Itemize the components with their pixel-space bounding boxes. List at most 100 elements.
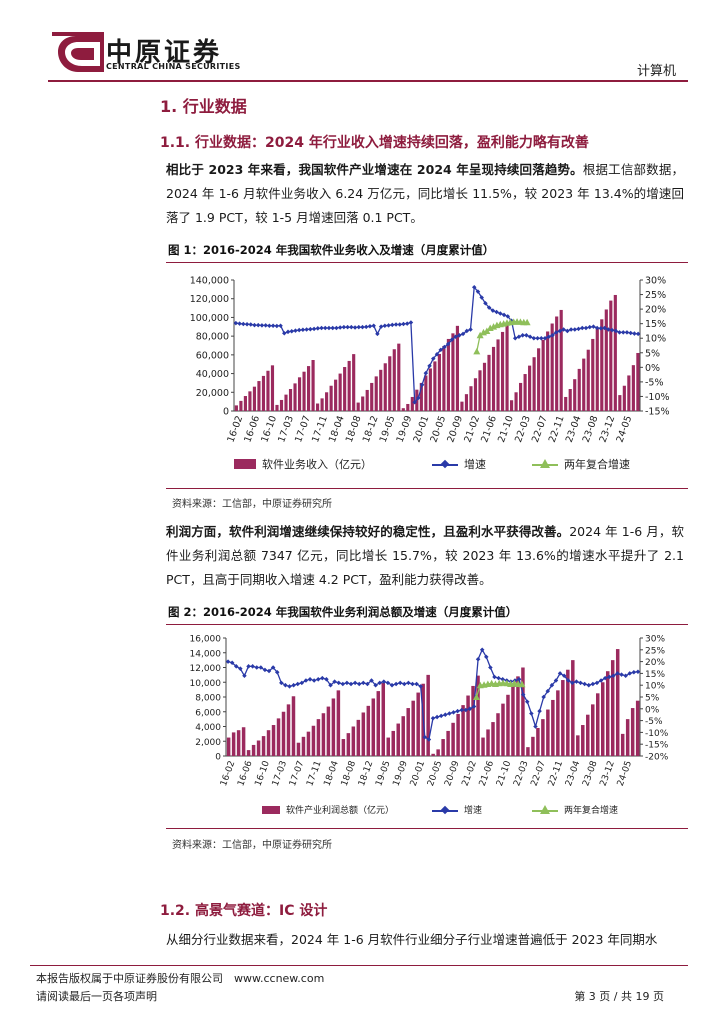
bar: [406, 708, 410, 756]
y-right-tick-label: -10%: [645, 729, 669, 739]
bar: [396, 723, 400, 756]
y-left-tick-label: 10,000: [190, 679, 222, 689]
bar: [301, 736, 306, 756]
subsection-title-ic: 1.2. 高景气赛道：IC 设计: [160, 903, 328, 919]
growth-point: [590, 681, 596, 687]
growth-point: [578, 680, 583, 686]
growth-point: [613, 328, 619, 334]
growth-point: [442, 344, 447, 350]
bar: [561, 680, 565, 756]
bar: [630, 708, 635, 756]
bar: [541, 719, 545, 756]
bar: [546, 709, 550, 756]
growth-point: [406, 680, 411, 686]
y-left-tick-label: 20,000: [196, 388, 229, 399]
growth-point: [336, 680, 341, 686]
bar: [556, 690, 560, 756]
growth-point: [475, 656, 481, 662]
growth-point: [416, 395, 421, 401]
growth-point: [464, 328, 470, 334]
growth-point: [258, 665, 264, 670]
y-right-tick-label: -20%: [645, 753, 669, 763]
growth-point: [270, 323, 276, 328]
y-right-tick-label: -15%: [645, 407, 670, 418]
bar: [631, 365, 635, 411]
growth-point: [632, 331, 637, 336]
y-right-tick-label: 5%: [645, 694, 660, 704]
bar: [411, 700, 415, 756]
bar: [487, 354, 491, 411]
growth-point: [550, 333, 555, 338]
growth-point: [529, 711, 534, 716]
bar: [491, 346, 496, 411]
bar: [321, 713, 326, 756]
bar: [537, 348, 541, 411]
y-right-tick-label: 0%: [645, 363, 660, 374]
x-tick-label: 22-07: [530, 760, 548, 788]
bar: [388, 356, 392, 411]
growth-point: [311, 326, 317, 332]
bar: [416, 692, 420, 756]
growth-point: [371, 323, 376, 328]
bar: [610, 660, 615, 756]
x-tick-label: 17-03: [271, 760, 289, 788]
triangle-line-swatch-icon: [532, 459, 558, 469]
bar: [266, 370, 270, 411]
bar: [334, 379, 338, 411]
growth-point: [598, 326, 604, 331]
growth-point: [520, 692, 526, 697]
bar: [426, 674, 430, 756]
bar: [476, 675, 480, 756]
bar: [341, 739, 346, 756]
y-left-tick-label: 140,000: [190, 276, 229, 287]
growth-point: [244, 321, 250, 327]
paragraph-revenue-body: 根据工信部数据，2024 年 1-6 月软件业务收入 6.24 万亿元，同比增长…: [166, 162, 684, 225]
bar: [609, 300, 613, 411]
diamond-line-swatch-icon: [432, 805, 458, 815]
bar: [501, 703, 505, 756]
bar: [496, 339, 500, 411]
figure2-top-rule: [166, 624, 688, 625]
growth-point: [300, 327, 306, 333]
x-tick-label: 19-09: [392, 759, 410, 787]
bar: [586, 714, 590, 756]
figure1-chart: 0 20,000 40,000 60,000 80,000 100,000 120,000 1…: [166, 266, 688, 482]
bar: [600, 319, 604, 411]
y-right-tick-label: 20%: [645, 305, 666, 316]
x-tick-label: 22-11: [547, 760, 565, 788]
bar: [366, 705, 371, 756]
bar: [293, 383, 297, 411]
bar: [604, 309, 608, 411]
figure2-legend-line: 增速: [432, 803, 482, 816]
y-left-tick-label: 100,000: [190, 313, 229, 324]
growth-point: [250, 664, 255, 669]
figure2-source: 资料来源：工信部，中原证券研究所: [172, 840, 332, 851]
bar: [316, 403, 320, 411]
bar: [279, 399, 284, 411]
figure2-legend-line-label: 增速: [464, 806, 483, 816]
growth-point: [512, 335, 518, 341]
y-left-tick-label: 14,000: [190, 649, 222, 659]
growth-point: [520, 333, 525, 338]
growth-point: [527, 334, 533, 340]
growth-point: [451, 710, 456, 715]
bar: [316, 719, 321, 756]
growth-point: [539, 335, 544, 341]
y-left-tick-label: 40,000: [196, 369, 229, 380]
bar: [613, 294, 617, 411]
figure1-top-rule: [166, 262, 688, 263]
figure2-legend-tri-label: 两年复合增速: [564, 806, 619, 816]
growth-point: [635, 669, 641, 675]
bar: [469, 386, 473, 411]
cagr-point: [473, 347, 481, 355]
bar: [271, 725, 276, 756]
growth-point: [468, 327, 473, 332]
bar: [436, 749, 440, 756]
y-left-tick-label: 0: [215, 753, 221, 763]
growth-point: [615, 671, 620, 676]
growth-point: [565, 328, 570, 334]
growth-point: [566, 678, 571, 683]
page-header: 中原证券 CENTRAL CHINA SECURITIES 计算机: [0, 0, 724, 82]
x-tick-label: 20-01: [409, 760, 427, 788]
y-right-tick-label: -10%: [645, 392, 670, 403]
